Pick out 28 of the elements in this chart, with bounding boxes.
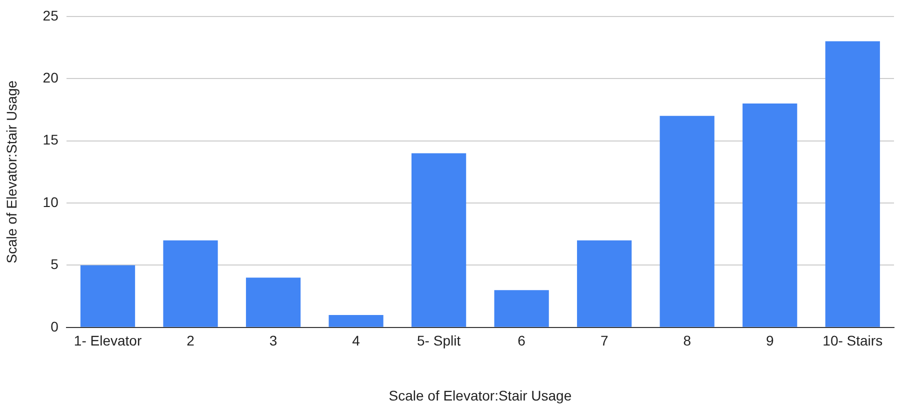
y-tick-label: 5 bbox=[50, 256, 59, 272]
x-tick-label: 9 bbox=[766, 332, 774, 349]
y-tick-label: 0 bbox=[50, 318, 59, 334]
y-tick-label: 20 bbox=[42, 69, 59, 86]
x-axis-title: Scale of Elevator:Stair Usage bbox=[388, 387, 572, 404]
x-tick-label: 3 bbox=[269, 332, 278, 349]
bar bbox=[742, 103, 798, 327]
bar bbox=[328, 314, 384, 327]
bar bbox=[577, 240, 632, 327]
x-tick-label: 4 bbox=[352, 332, 360, 349]
bar bbox=[246, 278, 301, 327]
x-tick-label: 5- Split bbox=[417, 332, 461, 349]
x-tick-label: 7 bbox=[600, 332, 608, 349]
x-tick-label: 10- Stairs bbox=[822, 332, 883, 349]
bar bbox=[163, 240, 218, 327]
y-tick-label: 10 bbox=[42, 194, 59, 210]
bar bbox=[494, 290, 549, 327]
y-tick-label: 25 bbox=[42, 7, 59, 24]
x-tick-label: 8 bbox=[683, 332, 692, 349]
bar bbox=[825, 41, 880, 327]
x-tick-label: 6 bbox=[518, 332, 526, 349]
bar bbox=[411, 153, 466, 327]
y-tick-label: 15 bbox=[42, 132, 59, 148]
x-tick-label: 1- Elevator bbox=[74, 332, 142, 349]
bar bbox=[80, 265, 136, 327]
y-axis-title: Scale of Elevator:Stair Usage bbox=[3, 80, 20, 264]
x-tick-label: 2 bbox=[186, 332, 195, 349]
bar bbox=[660, 116, 714, 327]
